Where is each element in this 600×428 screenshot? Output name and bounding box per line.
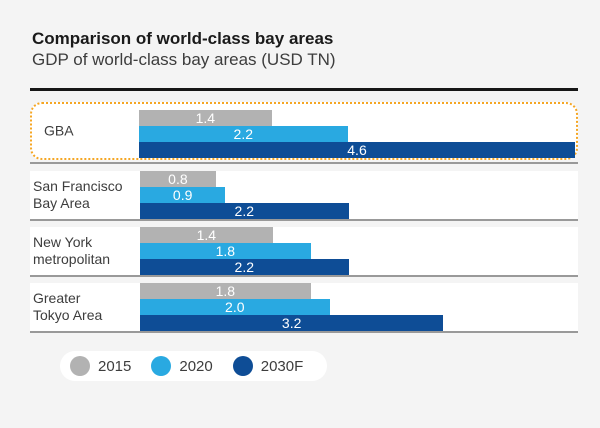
bar-2030f: 2.2 bbox=[140, 203, 349, 219]
bar-2015: 1.4 bbox=[139, 110, 272, 126]
legend-label: 2020 bbox=[179, 357, 213, 375]
bar-value-label: 2.2 bbox=[234, 259, 254, 275]
category-label: New York metropolitan bbox=[33, 234, 111, 267]
bar-value-label: 0.9 bbox=[172, 187, 193, 203]
legend-swatch-2020 bbox=[151, 356, 172, 376]
bar-value-label: 1.4 bbox=[195, 110, 216, 126]
bar-chart: GBA 1.4 2.2 4.6 San Francisco Bay Area 0.8 0.9… bbox=[30, 102, 578, 381]
header-rule-divider bbox=[30, 88, 578, 91]
bar-value-label: 3.2 bbox=[281, 315, 302, 331]
bar-value-label: 1.4 bbox=[196, 227, 217, 243]
bar-group: 0.8 0.9 2.2 bbox=[140, 171, 576, 219]
bar-value-label: 2.2 bbox=[234, 203, 254, 219]
legend: 2015 2020 2030F bbox=[60, 351, 328, 381]
chart-row-highlighted: GBA 1.4 2.2 4.6 bbox=[30, 102, 578, 164]
legend-label: 2030F bbox=[260, 357, 304, 375]
bar-value-label: 4.6 bbox=[347, 142, 367, 158]
bar-2020: 1.8 bbox=[140, 243, 311, 259]
chart-row: Greater Tokyo Area 1.8 2.0 3.2 bbox=[30, 283, 578, 333]
legend-label: 2015 bbox=[98, 357, 132, 375]
bar-2020: 0.9 bbox=[140, 187, 226, 203]
legend-item-2015: 2015 bbox=[70, 356, 131, 376]
bar-value-label: 0.8 bbox=[168, 171, 188, 187]
page-title: Comparison of world-class bay areas bbox=[32, 29, 334, 48]
legend-item-2020: 2020 bbox=[151, 356, 213, 376]
bar-2020: 2.2 bbox=[139, 126, 348, 142]
chart-row: San Francisco Bay Area 0.8 0.9 2.2 bbox=[30, 171, 578, 221]
bar-2020: 2.0 bbox=[140, 299, 330, 315]
legend-swatch-2030f bbox=[232, 356, 253, 376]
bar-2015: 0.8 bbox=[140, 171, 216, 187]
bar-group: 1.8 2.0 3.2 bbox=[140, 283, 576, 331]
chart-row: New York metropolitan 1.4 1.8 2.2 bbox=[30, 227, 578, 277]
legend-item-2030f: 2030F bbox=[232, 356, 304, 376]
bar-2015: 1.8 bbox=[140, 283, 311, 299]
bar-value-label: 2.0 bbox=[225, 299, 245, 315]
bar-2015: 1.4 bbox=[140, 227, 273, 243]
bar-2030f: 3.2 bbox=[140, 315, 444, 331]
category-label: San Francisco Bay Area bbox=[33, 178, 123, 211]
chart-rows: GBA 1.4 2.2 4.6 San Francisco Bay Area 0.8 0.9… bbox=[30, 102, 578, 333]
bar-value-label: 1.8 bbox=[215, 283, 236, 299]
bar-value-label: 2.2 bbox=[233, 126, 253, 142]
bar-group: 1.4 1.8 2.2 bbox=[140, 227, 576, 275]
category-label: GBA bbox=[44, 122, 74, 139]
bar-group: 1.4 2.2 4.6 bbox=[139, 110, 575, 158]
bar-2030f: 4.6 bbox=[139, 142, 575, 158]
header: Comparison of world-class bay areas GDP … bbox=[32, 28, 578, 70]
page-subtitle: GDP of world-class bay areas (USD TN) bbox=[32, 50, 336, 69]
bar-2030f: 2.2 bbox=[140, 259, 349, 275]
category-label: Greater Tokyo Area bbox=[33, 290, 103, 323]
bar-value-label: 1.8 bbox=[215, 243, 236, 259]
legend-swatch-2015 bbox=[70, 356, 90, 376]
